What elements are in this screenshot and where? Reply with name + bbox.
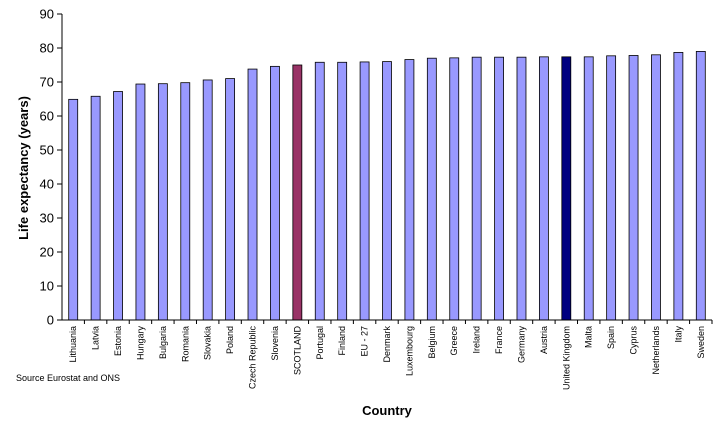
bar-slovenia [270, 65, 280, 321]
bar-poland [225, 78, 236, 321]
bar-slovakia [202, 79, 213, 321]
x-category-label: SCOTLAND [292, 326, 302, 376]
bar-eu-27 [359, 61, 370, 321]
x-category-label: Slovakia [203, 326, 213, 360]
y-axis-ticks: 0 10 20 30 40 50 60 70 80 90 [40, 7, 62, 328]
x-category-label: Belgium [427, 326, 437, 359]
x-category-label: Estonia [113, 326, 123, 356]
x-category-label: Ireland [472, 326, 482, 354]
x-axis-title: Country [362, 403, 413, 418]
x-category-label: Romania [180, 326, 190, 362]
bar-romania [180, 82, 191, 321]
bar-sweden [695, 51, 706, 321]
x-category-label: Malta [584, 326, 594, 348]
x-category-label: Austria [539, 326, 549, 354]
bar-denmark [382, 61, 392, 321]
x-category-label: Spain [606, 326, 616, 349]
y-tick-label: 90 [40, 7, 54, 22]
source-note: Source Eurostat and ONS [16, 373, 121, 383]
y-axis-title: Life expectancy (years) [16, 96, 31, 240]
x-category-label: Germany [516, 326, 526, 364]
x-category-label: Hungary [135, 326, 145, 361]
bar-ireland [471, 56, 482, 321]
y-tick-label: 60 [40, 109, 54, 124]
bar-cyprus [628, 55, 639, 321]
bar-austria [538, 56, 549, 321]
x-category-label: Cyprus [629, 326, 639, 355]
bar-germany [516, 56, 527, 321]
x-category-label: Finland [337, 326, 347, 356]
bar-finland [337, 61, 348, 321]
y-tick-label: 50 [40, 143, 54, 158]
y-tick-label: 30 [40, 211, 54, 226]
y-tick-label: 40 [40, 177, 54, 192]
x-category-label: Latvia [91, 326, 101, 350]
y-tick-label: 0 [47, 313, 54, 328]
bar-greece [449, 57, 460, 321]
x-category-label: Denmark [382, 326, 392, 363]
bar-lithuania [68, 98, 79, 321]
x-category-label: Portugal [315, 326, 325, 360]
bar-malta [583, 56, 594, 321]
bar-estonia [113, 91, 123, 321]
bar-belgium [426, 57, 437, 321]
x-category-label: Italy [673, 326, 683, 343]
x-category-label: Slovenia [270, 326, 280, 361]
bar-portugal [314, 61, 325, 321]
bar-scotland [292, 64, 303, 321]
x-category-label: Lithuania [68, 326, 78, 363]
bar-luxembourg [404, 59, 415, 321]
bar-united-kingdom [561, 56, 572, 321]
bars [68, 51, 706, 321]
x-category-label: Greece [449, 326, 459, 356]
x-category-label: Luxembourg [404, 326, 414, 376]
bar-bulgaria [157, 83, 168, 321]
x-category-label: Netherlands [651, 326, 661, 375]
bar-france [494, 56, 504, 321]
x-category-label: Bulgaria [158, 326, 168, 359]
x-category-label: EU - 27 [360, 326, 370, 357]
bar-latvia [90, 95, 101, 321]
y-tick-label: 80 [40, 41, 54, 56]
bar-spain [606, 55, 617, 321]
x-category-label: Czech Republic [248, 326, 258, 390]
x-category-label: United Kingdom [561, 326, 571, 390]
x-category-label: Sweden [696, 326, 706, 359]
y-tick-label: 10 [40, 279, 54, 294]
x-category-label: France [494, 326, 504, 354]
x-category-label: Poland [225, 326, 235, 354]
y-tick-label: 70 [40, 75, 54, 90]
bar-hungary [135, 83, 146, 321]
bar-netherlands [651, 54, 661, 321]
x-axis-category-labels: Lithuania Latvia Estonia Hungary Bulgaria Rom… [68, 320, 713, 390]
y-tick-label: 20 [40, 245, 54, 260]
bar-czech-republic [247, 68, 258, 321]
bar-italy [673, 52, 684, 321]
